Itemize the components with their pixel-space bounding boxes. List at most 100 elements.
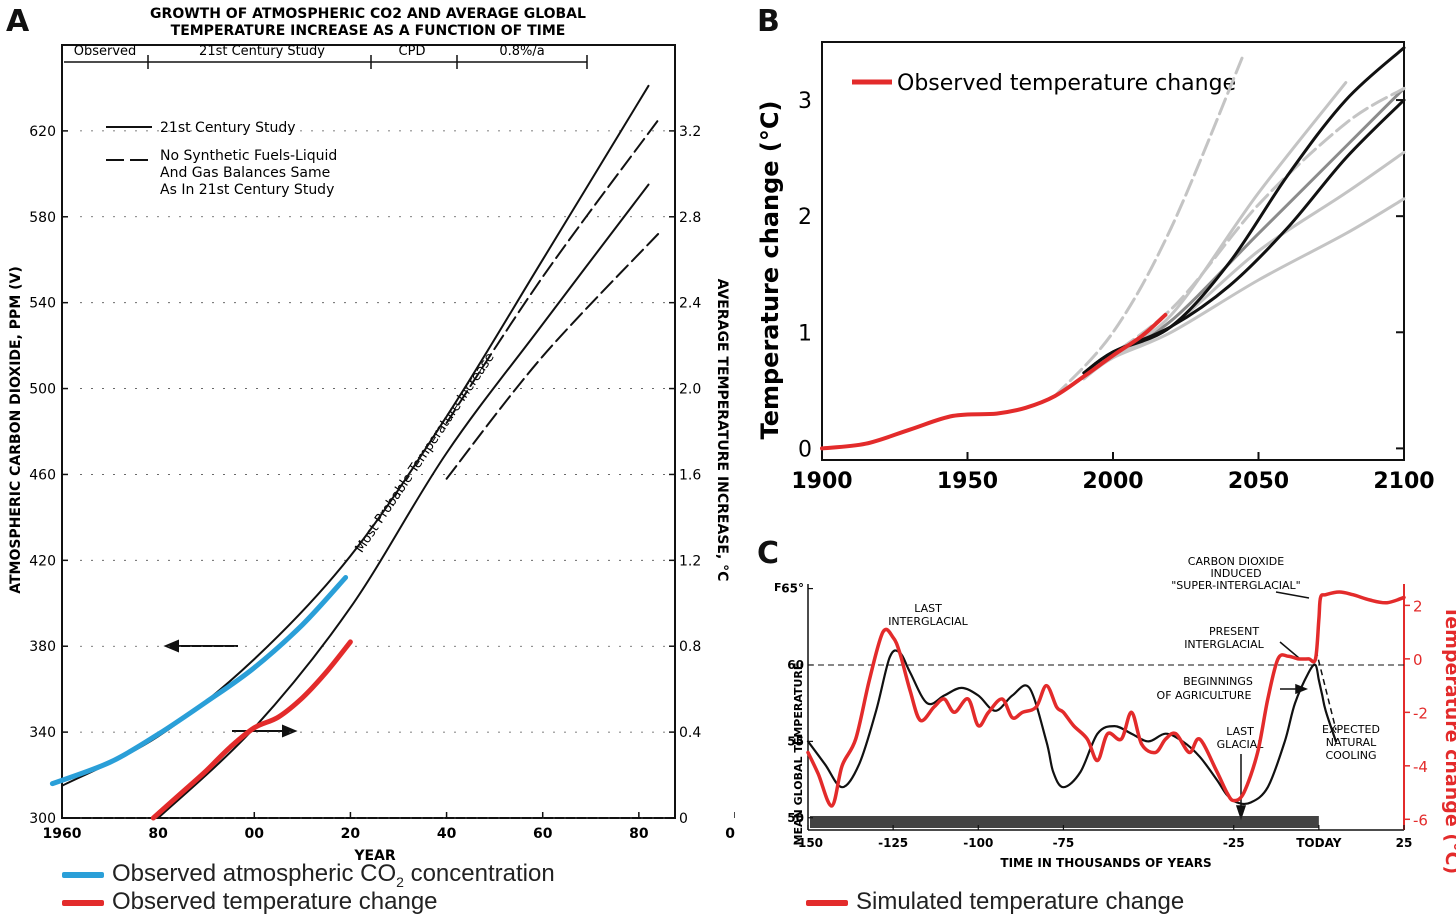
- panel-a-ytick-label-right: 2.0: [679, 382, 701, 398]
- anno-co2-3: "SUPER-INTERGLACIAL": [1171, 579, 1301, 592]
- panel-c-ytick-label-right: 0: [1413, 651, 1423, 669]
- panel-b-frame: [821, 41, 1405, 461]
- legend-co2-tail: concentration: [403, 860, 555, 887]
- panel-a-chart: GROWTH OF ATMOSPHERIC CO2 AND AVERAGE GL…: [8, 6, 735, 864]
- panel-c-xtick-label: 25: [1396, 836, 1413, 850]
- anno-last-interglacial-1: LAST: [914, 602, 942, 615]
- panel-a-series-5: [150, 639, 353, 821]
- panel-c-ytick-label-left: 65°: [781, 582, 804, 596]
- panel-a-xtick-label: 80: [148, 826, 168, 842]
- panel-b-series-5: [1082, 197, 1406, 381]
- panel-a-series-4: [49, 575, 349, 787]
- panel-a-legend-co2: Observed atmospheric CO2 concentration: [62, 860, 555, 890]
- anno-cooling-3: COOLING: [1325, 749, 1376, 762]
- panel-a-xtick-label: 20: [341, 826, 361, 842]
- panel-a-xtick-label: 1960: [43, 826, 82, 842]
- panel-b-ylabel: Temperature change (°C): [756, 101, 784, 440]
- panel-a-xlabel: YEAR: [353, 848, 396, 864]
- panel-a-marks: 300 340 380 420 460 500 540 580 620 0 0.4 0.8 1.2 1.6…: [29, 84, 735, 842]
- panel-a-ytick-label-right: 3.2: [679, 124, 701, 140]
- panel-b-xtick-label: 1900: [791, 469, 852, 494]
- anno-last-interglacial-2: INTERGLACIAL: [888, 615, 968, 628]
- panel-a-series-3: [445, 233, 660, 480]
- panel-c-ytick-label-left: 60: [787, 658, 804, 672]
- legend-co2-label: Observed atmospheric CO: [112, 860, 397, 887]
- panel-b-ytick-label: 1: [798, 321, 812, 346]
- panel-a-ytick-label-left: 620: [29, 124, 56, 140]
- panel-a-xtick-label: 60: [533, 826, 553, 842]
- panel-c-ytick-label-left: 50: [787, 811, 804, 825]
- panel-c-xtick-label: -125: [878, 836, 908, 850]
- panel-c-marks: 65° 60 55 50 2 0 -2 -4 -6 -150 -125 -100 -75 -25 TODAY…: [781, 582, 1428, 850]
- panel-a-axis-arrows: [163, 639, 298, 738]
- panel-a-ylabel-right: AVERAGE TEMPERATURE INCREASE, °C: [714, 279, 730, 582]
- panel-a-frame: [61, 44, 676, 819]
- panel-c-ylabel-left: MEAN GLOBAL TEMPERATURE: [792, 663, 805, 846]
- panel-c-ytick-label-right: -2: [1413, 704, 1428, 722]
- panel-a-ytick-label-right: 0.8: [679, 639, 701, 655]
- panel-c-ytick-label-left: 55: [787, 734, 804, 748]
- panel-a-ytick-label-left: 300: [29, 811, 56, 827]
- panel-b-chart: Temperature change (°C) Observed tempera…: [756, 41, 1435, 494]
- panel-b-label: B: [757, 4, 780, 39]
- panel-a-ylabel-left: ATMOSPHERIC CARBON DIOXIDE, PPM (V): [8, 266, 24, 594]
- anno-cooling-2: NATURAL: [1326, 736, 1377, 749]
- panel-b-xtick-label: 2050: [1228, 469, 1289, 494]
- panel-c-xtick-label: -75: [1053, 836, 1075, 850]
- panel-c-ytick-label-right: -6: [1413, 811, 1428, 829]
- period-cpd: CPD: [399, 44, 426, 59]
- panel-c-xtick-label: TODAY: [1296, 836, 1341, 850]
- anno-last-glacial-2: GLACIAL: [1217, 738, 1265, 751]
- period-21st-century: 21st Century Study: [199, 44, 325, 59]
- panel-a-ytick-label-right: 2.8: [679, 210, 701, 226]
- panel-a-xtick-label: 40: [437, 826, 457, 842]
- legend-temp-label: Observed temperature change: [112, 888, 438, 915]
- panel-a-title-line1: GROWTH OF ATMOSPHERIC CO2 AND AVERAGE GL…: [150, 6, 586, 22]
- panel-c-xtick-label: -100: [963, 836, 993, 850]
- panel-b-series-1: [1082, 46, 1406, 375]
- panel-b-series-8: [1082, 86, 1406, 375]
- panel-a-series-0: [61, 84, 650, 787]
- panel-c-xtick-label: -25: [1223, 836, 1245, 850]
- panel-b-ytick-label: 2: [798, 205, 812, 230]
- panel-b-xtick-label: 2100: [1373, 469, 1434, 494]
- anno-last-glacial-1: LAST: [1226, 725, 1254, 738]
- panel-b-ytick-label: 0: [798, 437, 812, 462]
- panel-a-legend-temp: Observed temperature change: [62, 888, 438, 916]
- legend-co2-swatch: [62, 871, 104, 878]
- panel-a-ytick-label-right: 1.6: [679, 467, 701, 483]
- panel-c-legend-label: Simulated temperature change: [856, 888, 1185, 915]
- anno-cooling-1: EXPECTED: [1322, 723, 1380, 736]
- panel-c-legend-swatch: [806, 899, 848, 906]
- legend-temp-swatch: [62, 899, 104, 906]
- panel-b-ytick-label: 3: [798, 89, 812, 114]
- panel-c-noise-band: [810, 816, 1319, 828]
- panel-b-xtick-label: 1950: [937, 469, 998, 494]
- panel-a-xtick-label: 80: [629, 826, 649, 842]
- panel-a-ytick-label-left: 540: [29, 296, 56, 312]
- panel-c-left-unit: F: [774, 581, 782, 594]
- panel-a-ytick-label-left: 580: [29, 210, 56, 226]
- panel-a-ytick-label-right: 0: [679, 811, 688, 827]
- panel-a-title-line2: TEMPERATURE INCREASE AS A FUNCTION OF TI…: [171, 23, 566, 39]
- panel-c-series-0: [806, 649, 1337, 806]
- panel-c-label: C: [757, 536, 780, 571]
- legend-dashed-label-1: No Synthetic Fuels-Liquid: [160, 148, 337, 164]
- legend-solid-label: 21st Century Study: [160, 120, 296, 136]
- period-observed: Observed: [74, 44, 137, 59]
- panel-c-chart: MEAN GLOBAL TEMPERATURE F Temperature ch…: [774, 555, 1456, 874]
- panel-b-series-2: [1082, 98, 1406, 375]
- panel-b-series-3: [1082, 86, 1406, 381]
- panel-b-series-7: [1053, 52, 1246, 398]
- anno-present-1: PRESENT: [1209, 625, 1259, 638]
- legend-dashed-label-3: As In 21st Century Study: [160, 182, 334, 198]
- panel-a-series-1: [445, 119, 660, 424]
- anno-co2-2: INDUCED: [1210, 567, 1261, 580]
- panel-c-legend: Simulated temperature change: [806, 888, 1184, 916]
- panel-c-xlabel: TIME IN THOUSANDS OF YEARS: [1000, 856, 1211, 870]
- panel-a-ytick-label-right: 0.4: [679, 725, 701, 741]
- panel-b-legend-label: Observed temperature change: [897, 71, 1236, 96]
- panel-c-ytick-label-right: 2: [1413, 597, 1423, 615]
- panel-a-label: A: [6, 4, 30, 39]
- anno-co2-1: CARBON DIOXIDE: [1188, 555, 1285, 568]
